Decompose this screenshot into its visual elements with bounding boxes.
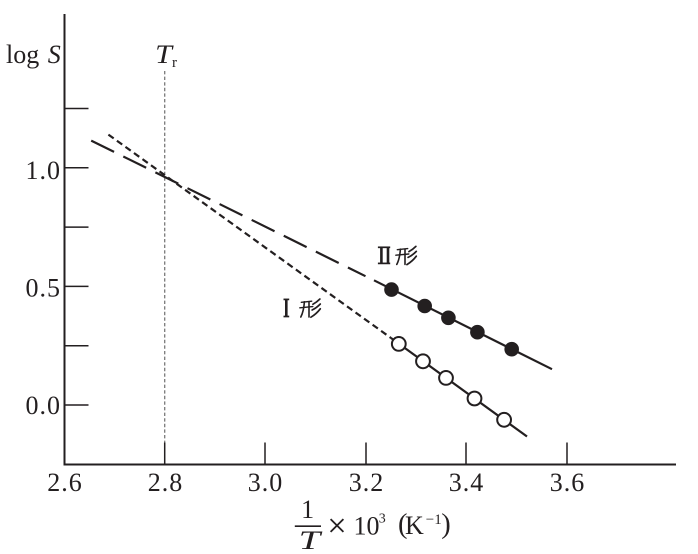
svg-text:r: r — [172, 55, 177, 71]
svg-text:10: 10 — [354, 512, 380, 541]
svg-text:3.2: 3.2 — [349, 468, 385, 497]
svg-text:0.0: 0.0 — [26, 391, 62, 420]
svg-text:−1: −1 — [426, 512, 442, 528]
svg-text:3.0: 3.0 — [248, 468, 284, 497]
svg-text:2.8: 2.8 — [148, 468, 184, 497]
svg-text:3.4: 3.4 — [449, 468, 485, 497]
svg-text:1: 1 — [301, 495, 314, 524]
svg-text:): ) — [441, 509, 451, 540]
svg-text:3: 3 — [379, 512, 386, 527]
svg-text:T: T — [299, 526, 323, 554]
svg-text:(: ( — [398, 509, 408, 540]
svg-text:2.6: 2.6 — [47, 468, 83, 497]
svg-text:1.0: 1.0 — [26, 156, 62, 185]
svg-text:K: K — [405, 511, 424, 540]
svg-text:T: T — [155, 40, 174, 69]
svg-text:0.5: 0.5 — [26, 273, 62, 302]
svg-text:3.6: 3.6 — [550, 468, 586, 497]
svg-text:log S: log S — [6, 40, 61, 69]
